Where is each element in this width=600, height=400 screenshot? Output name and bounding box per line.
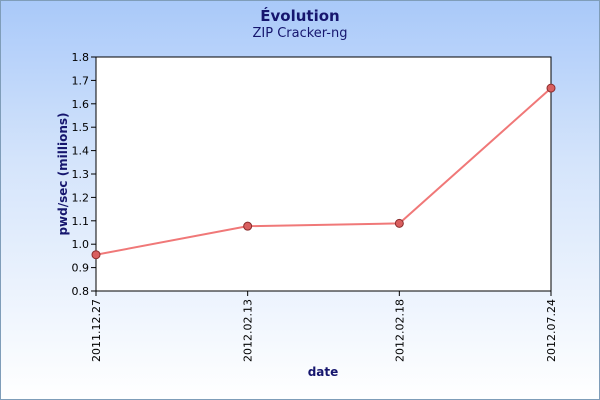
x-axis-title: date bbox=[308, 365, 339, 379]
y-tick-label: 1.6 bbox=[72, 98, 90, 111]
y-tick-label: 1.5 bbox=[72, 121, 90, 134]
y-tick-label: 1.4 bbox=[72, 145, 90, 158]
x-tick-label: 2012.02.18 bbox=[393, 299, 406, 362]
x-tick-label: 2012.02.13 bbox=[242, 299, 255, 362]
y-tick-label: 0.8 bbox=[72, 285, 90, 298]
chart-title: Évolution bbox=[260, 7, 340, 25]
data-point bbox=[243, 221, 253, 231]
series-line bbox=[95, 87, 552, 256]
data-point bbox=[546, 83, 556, 93]
x-tick-label: 2012.07.24 bbox=[545, 299, 558, 362]
y-axis: 0.8 0.9 1.0 1.1 1.2 1.3 1.4 1.5 1.6 1.7 1.8 bbox=[72, 51, 96, 298]
y-tick-label: 1.1 bbox=[72, 215, 90, 228]
data-point bbox=[394, 218, 404, 228]
data-point bbox=[91, 250, 101, 260]
y-tick-label: 0.9 bbox=[72, 262, 90, 275]
y-tick-label: 1.2 bbox=[72, 191, 90, 204]
plot-area bbox=[95, 56, 552, 292]
chart-subtitle: ZIP Cracker-ng bbox=[252, 26, 348, 41]
y-axis-title: pwd/sec (millions) bbox=[56, 112, 70, 235]
y-tick-label: 1.3 bbox=[72, 168, 90, 181]
y-tick-label: 1.7 bbox=[72, 74, 90, 87]
y-tick-label: 1.8 bbox=[72, 51, 90, 64]
y-tick-label: 1.0 bbox=[72, 238, 90, 251]
series-markers bbox=[91, 83, 556, 260]
x-axis: 2011.12.27 2012.02.13 2012.02.18 2012.07.24 bbox=[90, 291, 558, 362]
x-tick-label: 2011.12.27 bbox=[90, 299, 103, 362]
